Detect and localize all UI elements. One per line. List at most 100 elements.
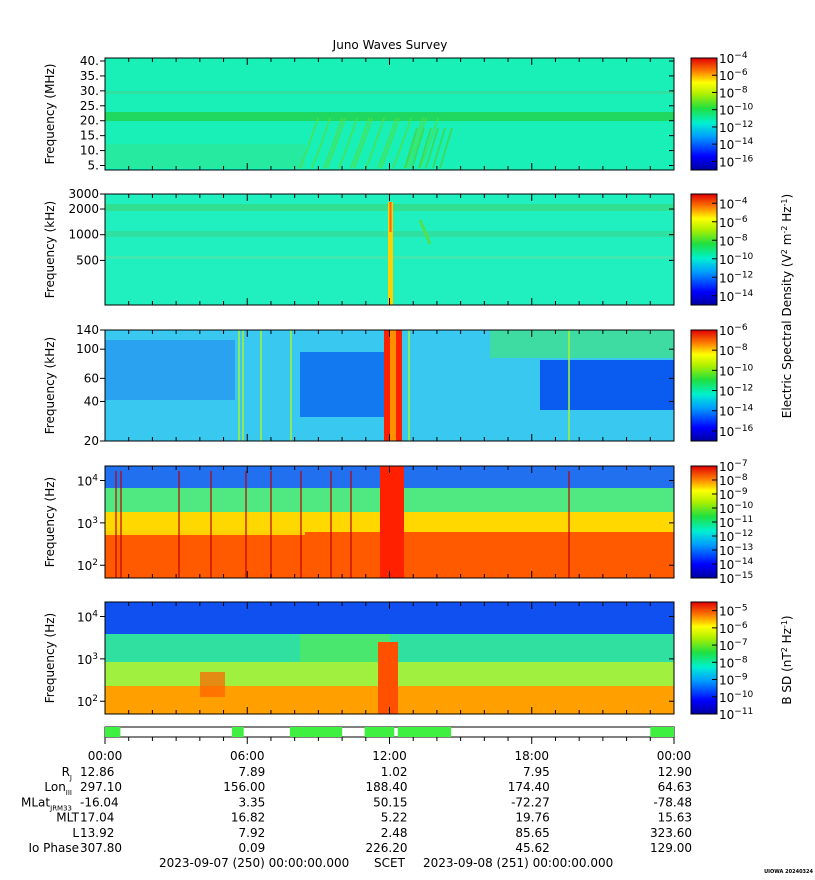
colorbar-tick-label: 10−10 (719, 501, 754, 516)
banded-line (105, 531, 305, 535)
emission-line (210, 471, 212, 578)
y-axis-label: Frequency (kHz) (43, 201, 57, 298)
colorbar-gradient (690, 193, 718, 306)
ephemeris-row-label: MLT (56, 811, 79, 825)
colorbar-tick-label: 10−11 (719, 515, 753, 530)
ephemeris-value: 19.76 (515, 811, 549, 825)
y-tick-label: 104 (77, 610, 98, 625)
time-label: 18:00 (514, 749, 549, 763)
colorbar-tick-label: 10−13 (719, 543, 753, 558)
ephemeris-value: 13.92 (80, 826, 114, 840)
ephemeris-value: 5.22 (381, 811, 408, 825)
colorbar-gradient (690, 57, 718, 171)
emission-arc (419, 117, 439, 169)
colorbar-tick-label: 10−10 (719, 690, 754, 705)
emission-line (115, 471, 117, 578)
colorbar-2: 10−4 10−6 10−8 10−10 10−12 10−14 (690, 193, 754, 306)
emission-streak (418, 219, 432, 245)
ephemeris-value: 307.80 (80, 841, 122, 855)
time-label: 00:00 (657, 749, 692, 763)
ephemeris-value: 188.40 (366, 780, 408, 794)
ephemeris-value: 50.15 (373, 795, 407, 809)
emission-arc (411, 127, 425, 169)
emission-arc (353, 117, 373, 169)
ephemeris-value: 226.20 (366, 841, 408, 855)
emission-line (178, 471, 180, 578)
y-tick-label: 100 (76, 342, 99, 356)
perijove-spike (388, 202, 393, 305)
emission-line (568, 330, 570, 441)
emission-arc (338, 117, 358, 169)
colorbar-tick-label: 10−14 (719, 289, 754, 304)
time-label: 12:00 (372, 749, 407, 763)
ephemeris-value: 7.89 (239, 765, 266, 779)
band-28mhz (105, 91, 674, 94)
emission-arc (365, 117, 385, 169)
ephemeris-value: 174.40 (508, 780, 550, 794)
y-tick-label: 102 (77, 558, 98, 573)
y-tick-label: 15. (80, 129, 99, 143)
emission-arc (377, 117, 397, 169)
y-tick-label: 500 (76, 253, 99, 267)
footer-end-time: 2023-09-08 (251) 00:00:00.000 (423, 856, 613, 870)
emission-arc (407, 117, 427, 169)
spectrogram-2 (105, 194, 674, 305)
colorbar-tick-label: 10−16 (719, 424, 754, 439)
y-tick-label: 20 (84, 434, 99, 448)
y-tick-label: 2000 (68, 202, 99, 216)
colorbar-gradient (690, 329, 718, 442)
y-axis-label: Frequency (MHz) (43, 64, 57, 165)
colorbar-tick-label: 10−9 (719, 487, 748, 502)
y-tick-label: 35. (80, 69, 99, 83)
colorbar-1: 10−4 10−6 10−8 10−10 10−12 10−14 10−16 (690, 51, 754, 171)
spectrogram-3 (105, 330, 674, 441)
panel-4: 104 103 102 Frequency (Hz) 10−710−810−910−10… (43, 459, 754, 586)
colorbar-tick-label: 10−14 (719, 137, 754, 152)
emission-line (300, 471, 302, 578)
mode-segment (105, 727, 121, 737)
emission-arc (350, 117, 370, 169)
colorbar-tick-label: 10−15 (719, 571, 753, 586)
y-tick-label: 5. (88, 159, 99, 173)
colorbar-tick-label: 10−11 (719, 707, 753, 722)
ephemeris-value: 45.62 (515, 841, 549, 855)
emission-arc (425, 127, 439, 169)
y-axis-label: Frequency (Hz) (43, 477, 57, 568)
colorbar-tick-label: 10−4 (719, 196, 748, 211)
perijove-band (378, 642, 398, 714)
colorbar-tick-label: 10−7 (719, 459, 748, 474)
spectrogram-5 (105, 602, 674, 714)
colorbar-gradient (690, 601, 718, 715)
colorbar-tick-label: 10−5 (719, 604, 748, 619)
y-tick-label: 102 (77, 694, 98, 709)
colorbar-tick-label: 10−14 (719, 404, 754, 419)
emission-line (350, 471, 352, 578)
magnetic-colorbar-title: B SD (nT2 Hz-1) (780, 615, 794, 704)
mode-bar (104, 726, 675, 744)
emission-line (270, 471, 272, 578)
mode-segment (364, 727, 395, 737)
upper-green-region (490, 330, 674, 358)
footer-start-time: 2023-09-07 (250) 00:00:00.000 (159, 856, 349, 870)
footer: 2023-09-07 (250) 00:00:00.000 SCET 2023-… (159, 856, 814, 875)
emission-line (120, 471, 122, 578)
ephemeris-row-label: RJ (62, 765, 72, 782)
y-axis-label: Frequency (Hz) (43, 613, 57, 704)
low-density-region (105, 340, 235, 400)
ephemeris-value: -72.27 (511, 795, 550, 809)
emission-arc (432, 127, 446, 169)
ephemeris-value: 156.00 (223, 780, 265, 794)
y-tick-label: 1000 (68, 228, 99, 242)
emission-arc (392, 117, 412, 169)
colorbar-tick-label: 10−8 (719, 85, 748, 100)
colorbar-tick-label: 10−6 (719, 323, 748, 338)
time-label: 06:00 (230, 749, 265, 763)
low-density-region (300, 352, 385, 417)
ephemeris-value: 7.95 (523, 765, 550, 779)
emission-arc (323, 117, 343, 169)
emission-arc (404, 127, 418, 169)
y-tick-label: 40. (80, 54, 99, 68)
ephemeris-value: 1.02 (381, 765, 408, 779)
